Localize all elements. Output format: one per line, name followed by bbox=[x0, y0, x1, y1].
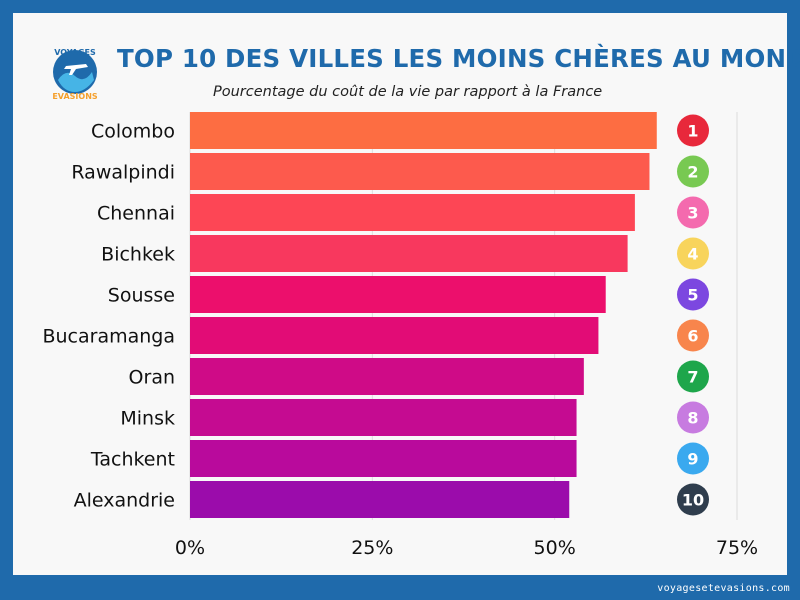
rank-label: 1 bbox=[687, 122, 698, 141]
logo: VOYAGES EVASIONS bbox=[52, 48, 98, 100]
chart-title: TOP 10 DES VILLES LES MOINS CHÈRES AU MO… bbox=[117, 44, 800, 73]
rank-label: 8 bbox=[687, 409, 698, 428]
bar-8 bbox=[190, 399, 577, 436]
bar-10 bbox=[190, 481, 570, 518]
bar-2 bbox=[190, 153, 650, 190]
rank-badge bbox=[677, 237, 709, 270]
category-label: Alexandrie bbox=[74, 490, 175, 512]
rank-label: 2 bbox=[687, 163, 698, 182]
rank-badge bbox=[677, 155, 709, 188]
chart-subtitle: Pourcentage du coût de la vie par rappor… bbox=[213, 84, 603, 100]
rank-badge bbox=[677, 401, 709, 434]
x-tick-label: 0% bbox=[175, 537, 205, 559]
category-label: Chennai bbox=[97, 203, 175, 225]
logo-text-top: VOYAGES bbox=[54, 48, 96, 57]
rank-label: 3 bbox=[687, 204, 698, 223]
rank-badge bbox=[677, 442, 709, 475]
bar-3 bbox=[190, 194, 635, 231]
watermark: voyagesetevasions.com bbox=[657, 583, 790, 594]
rank-badge bbox=[677, 483, 709, 516]
rank-label: 4 bbox=[687, 245, 698, 264]
category-label: Bichkek bbox=[101, 244, 175, 266]
rank-badge bbox=[677, 319, 709, 352]
bar-4 bbox=[190, 235, 628, 272]
category-label: Sousse bbox=[108, 285, 175, 307]
category-label: Tachkent bbox=[90, 449, 175, 471]
rank-label: 6 bbox=[687, 327, 698, 346]
bar-1 bbox=[190, 112, 657, 149]
rank-badge bbox=[677, 196, 709, 229]
rank-badge bbox=[677, 114, 709, 147]
category-label: Oran bbox=[129, 367, 175, 389]
rank-label: 5 bbox=[687, 286, 698, 305]
category-label: Rawalpindi bbox=[71, 162, 175, 184]
x-tick-label: 50% bbox=[534, 537, 576, 559]
category-label: Minsk bbox=[120, 408, 175, 430]
rank-label: 9 bbox=[687, 450, 698, 469]
bar-7 bbox=[190, 358, 584, 395]
rank-label: 7 bbox=[687, 368, 698, 387]
x-tick-label: 75% bbox=[716, 537, 758, 559]
bar-9 bbox=[190, 440, 577, 477]
bar-6 bbox=[190, 317, 599, 354]
logo-text-bottom: EVASIONS bbox=[52, 92, 98, 100]
bar-5 bbox=[190, 276, 606, 313]
rank-label: 10 bbox=[682, 491, 704, 510]
category-label: Colombo bbox=[91, 121, 175, 143]
category-label: Bucaramanga bbox=[42, 326, 175, 348]
rank-badge bbox=[677, 278, 709, 311]
rank-badge bbox=[677, 360, 709, 393]
x-tick-label: 25% bbox=[351, 537, 393, 559]
